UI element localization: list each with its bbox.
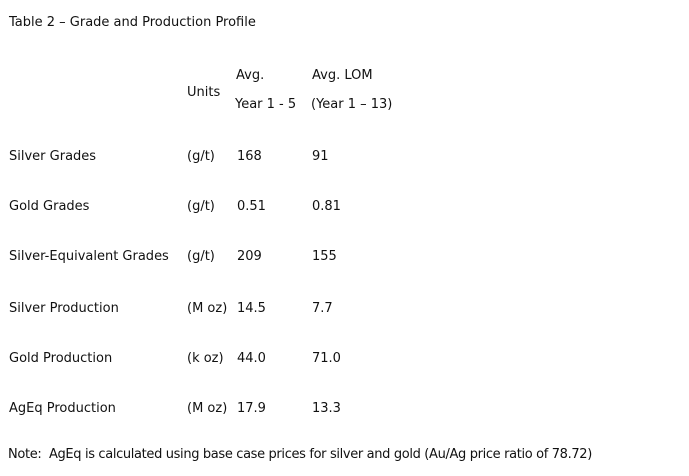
row-label: Silver-Equivalent Grades bbox=[9, 249, 169, 264]
row-label: Silver Grades bbox=[9, 149, 97, 164]
row-avg-year1-5: 14.5 bbox=[237, 301, 266, 316]
row-avg-year1-5: 209 bbox=[237, 249, 262, 264]
row-label: Gold Production bbox=[9, 351, 113, 366]
table-title: Table 2 – Grade and Production Profile bbox=[9, 15, 256, 30]
header-avg-lom-line1: Avg. LOM bbox=[312, 68, 373, 83]
header-avg-year1-5-line1: Avg. bbox=[236, 68, 265, 83]
row-avg-lom: 155 bbox=[312, 249, 337, 264]
row-label: Silver Production bbox=[9, 301, 119, 316]
row-units: (g/t) bbox=[187, 199, 215, 214]
row-avg-year1-5: 17.9 bbox=[237, 401, 266, 416]
row-avg-lom: 13.3 bbox=[312, 401, 341, 416]
row-units: (g/t) bbox=[187, 249, 215, 264]
table-row-silver-equivalent-grades: Silver-Equivalent Grades (g/t) 209 155 bbox=[0, 249, 689, 266]
row-units: (k oz) bbox=[187, 351, 224, 366]
row-avg-lom: 7.7 bbox=[312, 301, 333, 316]
row-units: (g/t) bbox=[187, 149, 215, 164]
row-avg-lom: 71.0 bbox=[312, 351, 341, 366]
table-row-silver-production: Silver Production (M oz) 14.5 7.7 bbox=[0, 301, 689, 318]
row-avg-year1-5: 44.0 bbox=[237, 351, 266, 366]
row-label: Gold Grades bbox=[9, 199, 90, 214]
header-units: Units bbox=[187, 85, 221, 100]
footnote: Note: AgEq is calculated using base case… bbox=[8, 447, 592, 462]
table-row-gold-grades: Gold Grades (g/t) 0.51 0.81 bbox=[0, 199, 689, 216]
row-avg-lom: 0.81 bbox=[312, 199, 341, 214]
table-row-silver-grades: Silver Grades (g/t) 168 91 bbox=[0, 149, 689, 166]
table-row-ageq-production: AgEq Production (M oz) 17.9 13.3 bbox=[0, 401, 689, 418]
row-label: AgEq Production bbox=[9, 401, 116, 416]
row-units: (M oz) bbox=[187, 401, 228, 416]
row-avg-year1-5: 0.51 bbox=[237, 199, 266, 214]
row-avg-lom: 91 bbox=[312, 149, 329, 164]
row-units: (M oz) bbox=[187, 301, 228, 316]
header-avg-lom-line2: (Year 1 – 13) bbox=[311, 97, 393, 112]
table-row-gold-production: Gold Production (k oz) 44.0 71.0 bbox=[0, 351, 689, 368]
row-avg-year1-5: 168 bbox=[237, 149, 262, 164]
header-avg-year1-5-line2: Year 1 - 5 bbox=[235, 97, 297, 112]
